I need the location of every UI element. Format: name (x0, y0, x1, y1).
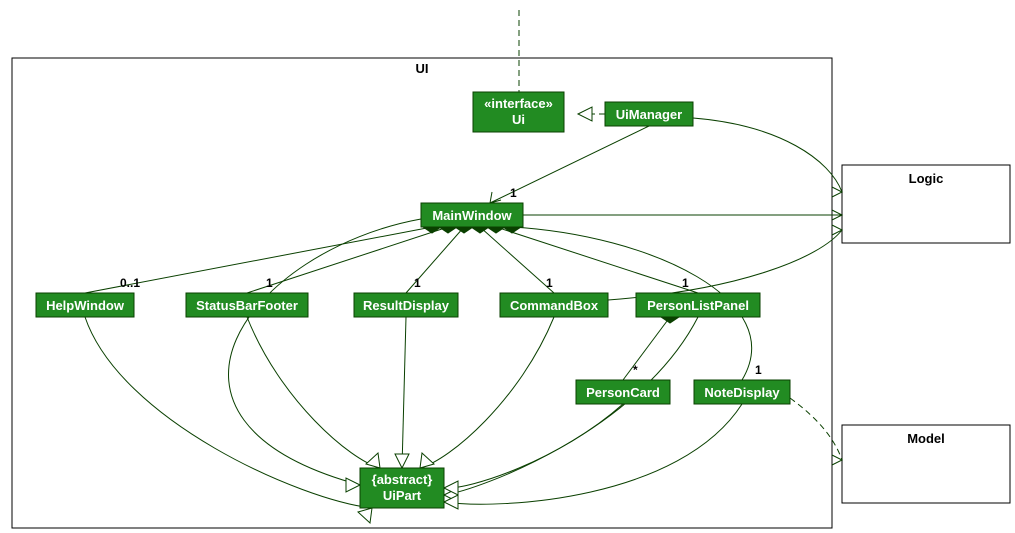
edge-note-model (790, 398, 842, 460)
svg-text:StatusBarFooter: StatusBarFooter (196, 298, 298, 313)
edge-status-uipart (247, 317, 380, 468)
svg-text:1: 1 (546, 276, 553, 290)
edge-main-cmd (480, 227, 554, 293)
svg-text:1: 1 (266, 276, 273, 290)
edge-help-uipart (85, 317, 372, 508)
svg-text:1: 1 (510, 186, 517, 200)
svg-text:Ui: Ui (512, 112, 525, 127)
svg-text:Model: Model (907, 431, 945, 446)
edge-plist-uipart (444, 317, 698, 495)
edge-note-uipart (444, 404, 742, 504)
svg-text:PersonCard: PersonCard (586, 385, 660, 400)
svg-text:0..1: 0..1 (120, 276, 140, 290)
svg-text:{abstract}: {abstract} (372, 472, 433, 487)
svg-text:HelpWindow: HelpWindow (46, 298, 125, 313)
edge-cmd-logic (608, 230, 842, 300)
svg-text:MainWindow: MainWindow (432, 208, 512, 223)
edge-card-uipart (444, 404, 623, 488)
svg-text:UI: UI (416, 61, 429, 76)
edge-result-uipart (402, 317, 406, 468)
svg-text:CommandBox: CommandBox (510, 298, 599, 313)
svg-text:UiManager: UiManager (616, 107, 682, 122)
svg-text:UiPart: UiPart (383, 488, 422, 503)
svg-text:Logic: Logic (909, 171, 944, 186)
svg-text:*: * (633, 363, 638, 377)
edge-main-uipart (229, 219, 421, 485)
edge-main-plist (496, 227, 698, 293)
svg-text:PersonListPanel: PersonListPanel (647, 298, 749, 313)
edges: 1 0..1 1 1 1 1 1 * (85, 10, 842, 523)
edge-cmd-uipart (420, 317, 554, 468)
uml-diagram: UI Logic Model 1 0..1 1 1 1 1 1 * «interface»Ui UiMa… (0, 0, 1015, 533)
svg-text:1: 1 (682, 276, 689, 290)
svg-text:NoteDisplay: NoteDisplay (704, 385, 780, 400)
svg-text:1: 1 (755, 363, 762, 377)
svg-text:1: 1 (414, 276, 421, 290)
svg-text:«interface»: «interface» (484, 96, 553, 111)
svg-text:ResultDisplay: ResultDisplay (363, 298, 450, 313)
edge-plist-card (623, 317, 670, 380)
nodes: «interface»Ui UiManager MainWindow HelpWind… (36, 92, 790, 508)
edge-uimgr-logic (693, 118, 842, 192)
